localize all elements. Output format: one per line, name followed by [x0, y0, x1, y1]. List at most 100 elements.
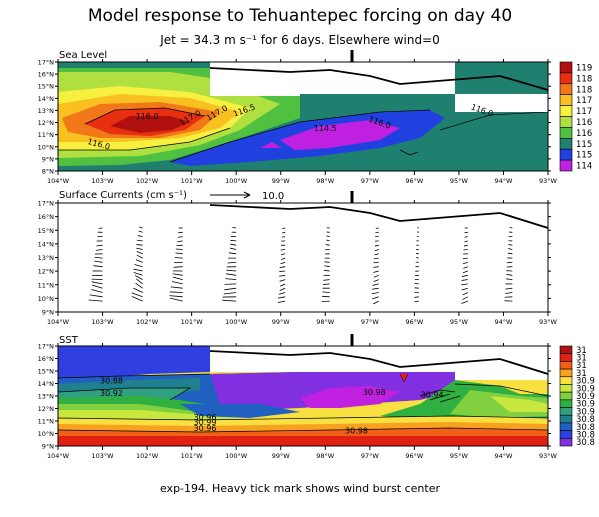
y-tick-label: 9°N: [42, 443, 54, 451]
current-vector: [505, 278, 513, 280]
x-tick-label: 93°W: [539, 452, 558, 460]
sea-level-frame: [57, 61, 549, 172]
current-vector: [172, 281, 183, 285]
colorbar-label: 118: [576, 85, 592, 95]
colorbar-label: 31: [576, 369, 587, 379]
x-tick-label: 95°W: [450, 318, 469, 326]
sea-level-title: Sea Level: [59, 50, 107, 61]
y-tick-label: 11°N: [38, 281, 55, 289]
wind-burst-tick: [350, 50, 354, 62]
x-tick-label: 96°W: [405, 177, 424, 185]
sea-level-band-darkred: [110, 116, 190, 133]
contour-label: 30.99: [194, 418, 217, 427]
current-vector: [138, 230, 143, 233]
current-vector: [177, 236, 183, 238]
y-tick-label: 11°N: [38, 131, 55, 139]
current-vector: [414, 300, 419, 303]
current-vector: [372, 296, 379, 300]
colorbar-swatch: [559, 116, 573, 128]
contour-label: 30.96: [194, 424, 217, 433]
current-vector: [91, 284, 103, 289]
current-vector: [93, 265, 103, 268]
current-vector: [373, 300, 379, 305]
contour-label: 114.5: [314, 124, 337, 133]
current-vector: [174, 257, 183, 259]
colorbar-swatch: [559, 138, 573, 150]
colorbar-label: 30.9: [576, 407, 595, 417]
colorbar-swatch: [559, 399, 573, 408]
current-vector: [414, 296, 419, 298]
current-vector: [137, 235, 143, 237]
current-vector: [277, 300, 286, 304]
y-tick-label: 17°N: [38, 59, 55, 67]
colorbar-label: 116: [576, 118, 592, 128]
colorbar-swatch: [559, 159, 573, 172]
x-tick-label: 103°W: [91, 177, 114, 185]
colorbar-label: 117: [576, 96, 592, 106]
current-vector: [322, 295, 330, 298]
current-vector: [505, 287, 513, 290]
current-vector: [136, 251, 143, 255]
colorbar-label: 31: [576, 354, 587, 364]
contour-label: 30.98: [345, 427, 368, 436]
current-vector: [131, 296, 143, 302]
current-vector: [279, 274, 286, 277]
current-vector: [461, 287, 468, 291]
currents-frame: [57, 202, 549, 313]
colorbar-label: 30.8: [576, 423, 595, 433]
x-tick-label: 98°W: [316, 318, 335, 326]
current-vector: [172, 276, 183, 280]
x-tick-label: 96°W: [405, 452, 424, 460]
x-tick-label: 104°W: [47, 177, 70, 185]
colorbar-swatch: [559, 148, 573, 161]
current-vector: [461, 283, 468, 286]
x-tick-label: 103°W: [91, 318, 114, 326]
colorbar-swatch: [559, 94, 573, 106]
current-vector: [279, 287, 286, 291]
current-vector: [135, 282, 143, 289]
current-vector: [134, 264, 143, 268]
contour-label: 116.0: [136, 112, 159, 121]
current-vector: [508, 244, 513, 246]
colorbar-swatch: [559, 353, 573, 362]
current-vector: [91, 289, 103, 293]
x-tick-label: 98°W: [316, 177, 335, 185]
sea-level-coastline: [209, 67, 549, 91]
colorbar-label: 115: [576, 151, 592, 161]
y-tick-label: 13°N: [38, 393, 55, 401]
colorbar-swatch: [559, 384, 573, 393]
y-tick-label: 10°N: [38, 143, 55, 151]
colorbar-label: 30.9: [576, 377, 595, 387]
y-tick-label: 14°N: [38, 380, 55, 388]
current-vector: [374, 249, 379, 252]
y-tick-label: 9°N: [42, 309, 54, 317]
current-vector: [225, 278, 237, 280]
y-tick-label: 16°N: [38, 355, 55, 363]
current-vector: [228, 252, 237, 255]
current-vector: [373, 270, 379, 273]
currents-axes: 104°W 103°W 102°W 101°W 100°W 99°W 98°W 97°W 96°…: [38, 191, 558, 326]
x-tick-label: 100°W: [225, 452, 248, 460]
colorbar-swatch: [559, 72, 573, 85]
x-tick-label: 94°W: [494, 177, 513, 185]
current-vector: [95, 249, 103, 251]
current-vector: [223, 292, 237, 295]
current-vector: [96, 244, 103, 247]
colorbar-label: 31: [576, 346, 587, 356]
currents-panel: Surface Currents (cm s⁻¹) 10.0 104°W 103°…: [38, 190, 558, 326]
current-vector: [462, 296, 469, 300]
y-tick-label: 16°N: [38, 71, 55, 79]
current-vector: [136, 278, 143, 285]
sst-land: [210, 346, 455, 372]
x-tick-label: 97°W: [361, 452, 380, 460]
colorbar-swatch: [559, 422, 573, 431]
sst-band-purple-nw: [58, 346, 210, 380]
contour-label: 30.88: [100, 377, 123, 386]
colorbar-label: 115: [576, 140, 592, 150]
current-vector: [173, 266, 183, 268]
x-tick-label: 104°W: [47, 452, 70, 460]
current-vector: [175, 252, 183, 255]
current-vectors: [88, 226, 513, 305]
colorbar-swatch: [559, 391, 573, 401]
